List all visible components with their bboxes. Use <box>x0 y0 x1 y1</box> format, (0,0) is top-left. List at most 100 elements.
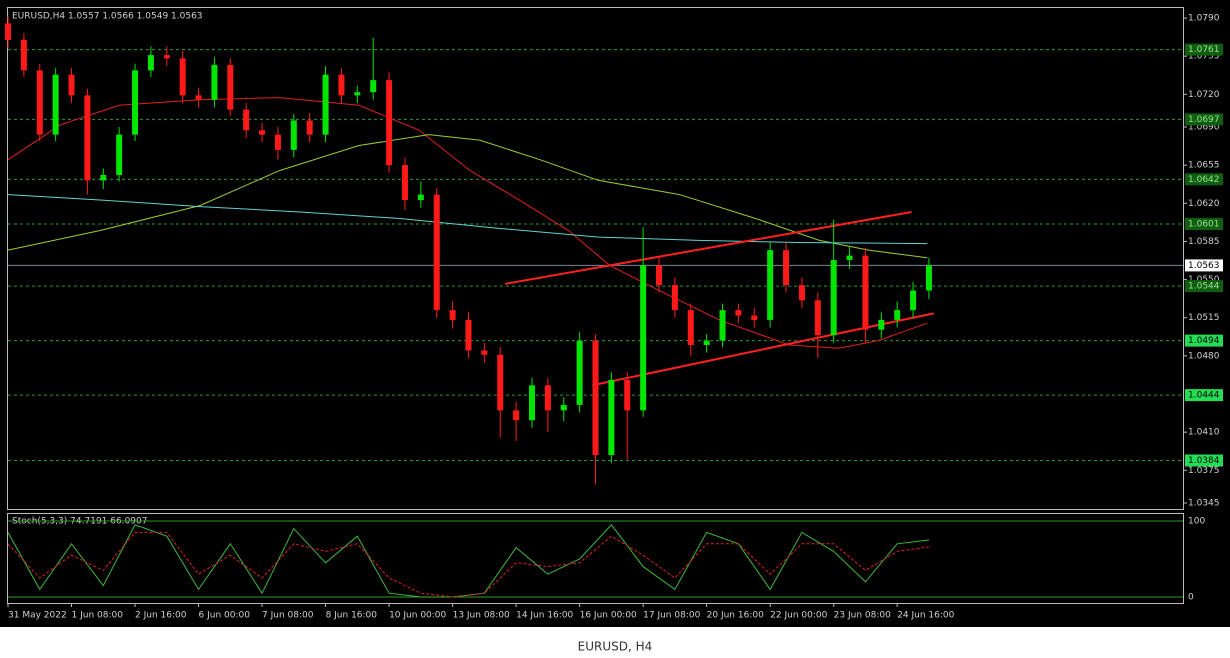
candle-body <box>703 340 710 345</box>
y-tick-label: 1.0345 <box>1188 499 1220 509</box>
candle-body <box>417 194 424 201</box>
level-label: 1.0761 <box>1188 45 1220 55</box>
candle-body <box>322 74 329 135</box>
level-label: 1.0601 <box>1188 220 1220 230</box>
candle-body <box>544 385 551 411</box>
candle-body <box>767 250 774 320</box>
candle-body <box>481 350 488 355</box>
candle-body <box>68 74 75 96</box>
x-tick-label: 22 Jun 00:00 <box>770 611 827 621</box>
level-box <box>1185 113 1223 126</box>
candle-body <box>274 134 281 150</box>
candle-body <box>894 310 901 320</box>
candle-body <box>719 310 726 341</box>
candle-body <box>370 80 377 93</box>
x-tick-label: 8 Jun 16:00 <box>326 611 378 621</box>
candle-body <box>100 174 107 181</box>
candle-body <box>433 194 440 311</box>
candle-body <box>878 319 885 330</box>
candle-body <box>640 265 647 411</box>
candle-body <box>497 354 504 411</box>
candle-body <box>624 379 631 411</box>
candle-body <box>227 64 234 110</box>
candle-body <box>259 130 266 135</box>
candle-body <box>290 120 297 150</box>
y-tick-label: 1.0620 <box>1188 199 1220 209</box>
candle-body <box>751 315 758 320</box>
candle-body <box>830 259 837 336</box>
x-tick-label: 24 Jun 16:00 <box>897 611 954 621</box>
candle-body <box>735 310 742 316</box>
candle-body <box>84 95 91 181</box>
candle-body <box>36 70 43 135</box>
candle-body <box>910 290 917 311</box>
candle-body <box>147 55 154 71</box>
y-tick-label: 1.0550 <box>1188 275 1220 285</box>
moving-average <box>7 97 928 349</box>
x-tick-label: 23 Jun 08:00 <box>834 611 891 621</box>
candle-body <box>798 285 805 301</box>
stoch-tick-label: 100 <box>1188 516 1205 526</box>
y-tick-label: 1.0720 <box>1188 90 1220 100</box>
level-box <box>1185 218 1223 231</box>
level-label: 1.0494 <box>1188 336 1220 346</box>
candle-body <box>306 120 313 135</box>
level-box <box>1185 280 1223 293</box>
candle-body <box>608 379 615 456</box>
candle-body <box>354 92 361 96</box>
level-box <box>1185 334 1223 347</box>
candle-body <box>528 385 535 421</box>
candle-body <box>449 310 456 320</box>
x-tick-label: 2 Jun 16:00 <box>135 611 187 621</box>
level-box <box>1185 173 1223 186</box>
candle-body <box>465 319 472 351</box>
stoch-title: Stoch(5,3,3) 74.7191 66.0907 <box>12 517 147 527</box>
x-tick-label: 31 May 2022 <box>8 611 67 621</box>
candle-body <box>243 109 250 131</box>
y-tick-label: 1.0655 <box>1188 161 1220 171</box>
y-tick-label: 1.0515 <box>1188 313 1220 323</box>
candle-body <box>671 285 678 311</box>
y-tick-label: 1.0790 <box>1188 14 1220 24</box>
x-tick-label: 17 Jun 08:00 <box>643 611 700 621</box>
candle-body <box>386 80 393 166</box>
x-tick-label: 13 Jun 08:00 <box>453 611 510 621</box>
x-tick-label: 14 Jun 16:00 <box>516 611 573 621</box>
candle-body <box>687 310 694 345</box>
candle-body <box>163 55 170 59</box>
chart-title: EURUSD,H4 1.0557 1.0566 1.0549 1.0563 <box>12 12 203 22</box>
candle-body <box>560 404 567 411</box>
main-frame <box>7 7 1184 510</box>
trendline <box>504 211 912 285</box>
x-tick-label: 20 Jun 16:00 <box>707 611 764 621</box>
candle-body <box>20 39 27 71</box>
candle-body <box>576 340 583 405</box>
candle-body <box>116 134 123 175</box>
candle-body <box>211 64 218 100</box>
moving-average <box>7 134 928 259</box>
candle-body <box>338 74 345 96</box>
candle-body <box>862 255 869 330</box>
candle-body <box>401 165 408 201</box>
level-label: 1.0697 <box>1188 115 1220 125</box>
caption: EURUSD, H4 <box>578 640 653 654</box>
candle-body <box>513 410 520 421</box>
x-tick-label: 10 Jun 00:00 <box>389 611 446 621</box>
candle-body <box>5 23 11 40</box>
candle-body <box>179 58 186 96</box>
stoch-line <box>7 531 930 598</box>
x-tick-label: 7 Jun 08:00 <box>262 611 314 621</box>
level-label: 1.0384 <box>1188 456 1220 466</box>
x-tick-label: 16 Jun 00:00 <box>580 611 637 621</box>
chart-background <box>0 0 1230 627</box>
level-label: 1.0642 <box>1188 175 1220 185</box>
candle-body <box>52 74 59 135</box>
y-tick-label: 1.0690 <box>1188 123 1220 133</box>
candle-body <box>132 70 139 135</box>
y-tick-label: 1.0410 <box>1188 428 1220 438</box>
level-box <box>1185 389 1223 402</box>
current-price-box <box>1185 259 1223 272</box>
candle-body <box>195 95 202 100</box>
